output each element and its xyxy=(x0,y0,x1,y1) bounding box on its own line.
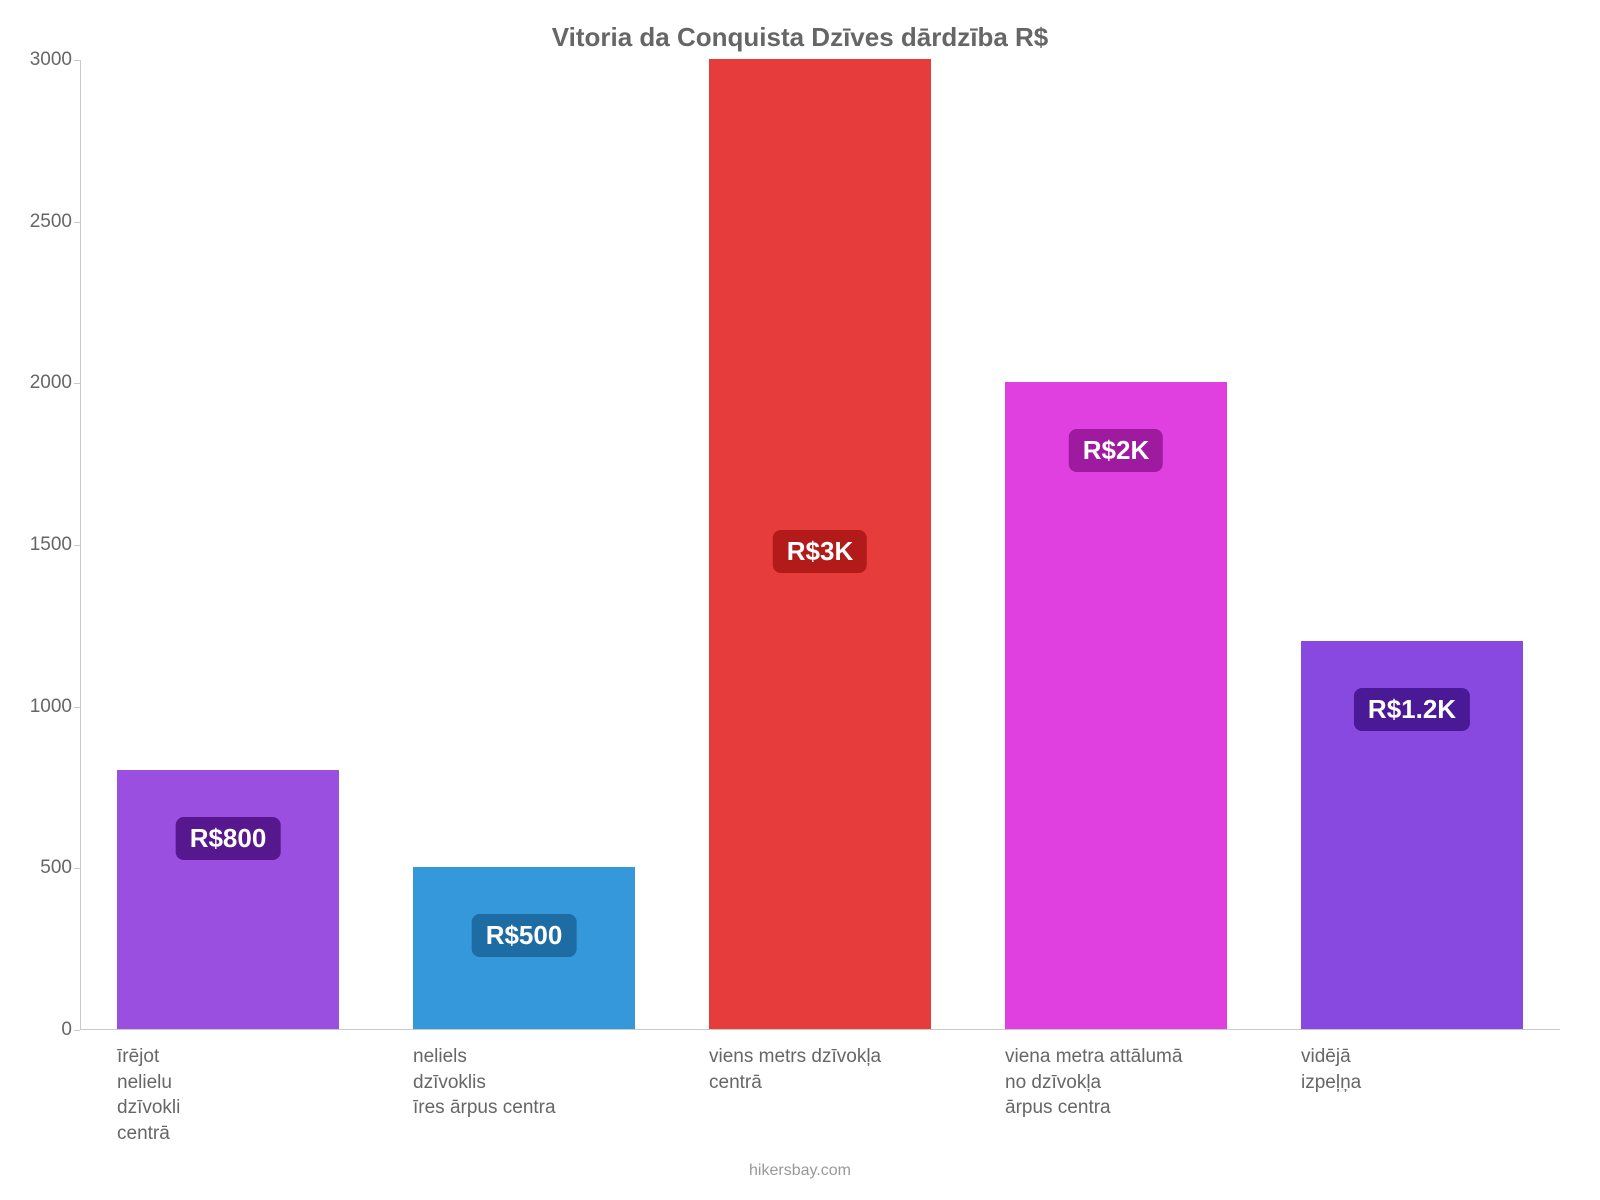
y-tick-mark xyxy=(74,60,80,61)
bar: R$1.2K xyxy=(1301,641,1523,1029)
chart-title: Vitoria da Conquista Dzīves dārdzība R$ xyxy=(0,22,1600,53)
bar: R$800 xyxy=(117,770,339,1029)
y-tick-label: 500 xyxy=(0,857,72,879)
y-tick-mark xyxy=(74,383,80,384)
y-tick-mark xyxy=(74,707,80,708)
plot-area: R$800 R$500 R$3K R$2K R$1.2K xyxy=(80,60,1560,1030)
x-axis-label: viena metra attālumā no dzīvokļa ārpus c… xyxy=(1005,1044,1227,1121)
bar: R$2K xyxy=(1005,382,1227,1029)
bar-value-badge: R$1.2K xyxy=(1354,688,1470,731)
y-tick-label: 1500 xyxy=(0,534,72,556)
x-axis-label: neliels dzīvoklis īres ārpus centra xyxy=(413,1044,635,1121)
y-tick-label: 2500 xyxy=(0,211,72,233)
y-tick-mark xyxy=(74,1030,80,1031)
y-tick-mark xyxy=(74,868,80,869)
bar: R$3K xyxy=(709,59,931,1029)
x-axis-label: īrējot nelielu dzīvokli centrā xyxy=(117,1044,339,1147)
y-tick-label: 2000 xyxy=(0,372,72,394)
x-axis-label: viens metrs dzīvokļa centrā xyxy=(709,1044,931,1095)
bar-value-badge: R$800 xyxy=(176,817,281,860)
bar-value-badge: R$3K xyxy=(773,530,867,573)
bar: R$500 xyxy=(413,867,635,1029)
cost-of-living-chart: Vitoria da Conquista Dzīves dārdzība R$ … xyxy=(0,0,1600,1200)
y-tick-label: 0 xyxy=(0,1019,72,1041)
y-tick-label: 3000 xyxy=(0,49,72,71)
y-tick-mark xyxy=(74,222,80,223)
bar-value-badge: R$2K xyxy=(1069,429,1163,472)
bar-value-badge: R$500 xyxy=(472,914,577,957)
y-tick-mark xyxy=(74,545,80,546)
chart-footer: hikersbay.com xyxy=(0,1162,1600,1180)
y-tick-label: 1000 xyxy=(0,696,72,718)
x-axis-label: vidējā izpeļņa xyxy=(1301,1044,1523,1095)
